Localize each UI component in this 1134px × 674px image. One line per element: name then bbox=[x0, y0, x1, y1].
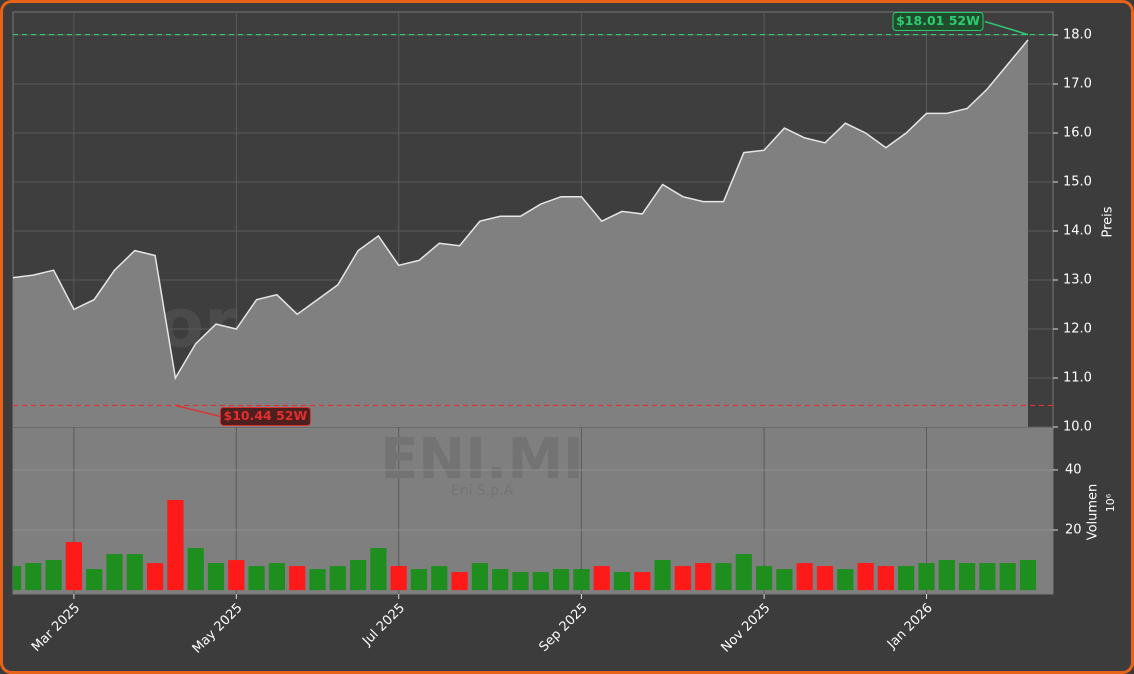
volume-bar bbox=[532, 572, 549, 591]
volume-bar bbox=[613, 572, 631, 591]
volume-bar bbox=[451, 572, 468, 591]
volume-bar bbox=[735, 554, 752, 591]
volume-bar bbox=[106, 554, 123, 591]
y-axis-unit: 10⁶ bbox=[1104, 493, 1117, 512]
volume-bar bbox=[593, 566, 610, 591]
y-tick-label: 14.0 bbox=[1063, 224, 1092, 239]
y-tick-label: 15.0 bbox=[1063, 175, 1092, 190]
annotation-arrow bbox=[175, 404, 221, 418]
company-watermark: Eni S.p.A bbox=[451, 483, 514, 499]
y-tick-label: 11.0 bbox=[1063, 371, 1092, 386]
volume-bar bbox=[471, 563, 489, 591]
y-tick-label: 10.0 bbox=[1063, 420, 1092, 435]
volume-bar bbox=[146, 563, 164, 591]
volume-bar bbox=[492, 569, 509, 591]
volume-bar bbox=[45, 560, 62, 591]
volume-bar bbox=[370, 548, 387, 591]
volume-bar bbox=[552, 569, 570, 591]
volume-bars bbox=[13, 499, 1037, 591]
y-axis-label: Preis bbox=[1101, 206, 1116, 237]
y-axis-label: Volumen bbox=[1086, 484, 1101, 541]
symbol-watermark: ENI.MI bbox=[380, 427, 584, 492]
annotation-label: $18.01 52W bbox=[896, 13, 980, 28]
price-area bbox=[13, 39, 1028, 428]
y-tick-label: 40 bbox=[1065, 462, 1082, 477]
volume-bar bbox=[776, 569, 793, 591]
volume-bar bbox=[431, 566, 448, 591]
y-tick-label: 20 bbox=[1065, 523, 1082, 538]
annotation-box bbox=[219, 406, 311, 426]
volume-bar bbox=[573, 569, 590, 591]
volume-bar bbox=[755, 566, 773, 591]
y-tick-label: 17.0 bbox=[1063, 77, 1092, 92]
volume-bar bbox=[248, 566, 265, 591]
volume-bar bbox=[13, 566, 22, 591]
annotation-box bbox=[892, 12, 984, 32]
volume-bar bbox=[289, 566, 306, 591]
volume-bar bbox=[999, 563, 1016, 591]
volume-bar bbox=[25, 563, 42, 591]
volume-bar bbox=[349, 560, 367, 591]
volume-bar bbox=[390, 566, 407, 591]
volume-bar bbox=[329, 566, 346, 591]
volume-bar bbox=[86, 569, 103, 591]
volume-bar bbox=[816, 566, 834, 591]
volume-bar bbox=[918, 563, 935, 591]
volume-bar bbox=[309, 569, 326, 591]
volume-bar bbox=[877, 566, 895, 591]
volume-bar bbox=[512, 572, 529, 591]
volume-bar bbox=[167, 499, 184, 591]
volume-bar bbox=[695, 563, 712, 591]
y-tick-label: 12.0 bbox=[1063, 322, 1092, 337]
volume-bar bbox=[958, 563, 976, 591]
volume-bar bbox=[187, 548, 204, 591]
volume-bar bbox=[857, 563, 874, 591]
volume-bar bbox=[654, 560, 671, 591]
volume-bar bbox=[126, 554, 143, 591]
y-tick-label: 13.0 bbox=[1063, 273, 1092, 288]
volume-bar bbox=[837, 569, 854, 591]
volume-bar bbox=[228, 560, 245, 591]
y-tick-label: 16.0 bbox=[1063, 126, 1092, 141]
volume-bar bbox=[410, 569, 428, 591]
volume-bar bbox=[674, 566, 692, 591]
price-line bbox=[12, 39, 1029, 381]
volume-bar bbox=[898, 566, 915, 591]
y-tick-label: 18.0 bbox=[1063, 28, 1092, 43]
volume-bar bbox=[1019, 560, 1037, 591]
volume-bar bbox=[979, 563, 996, 591]
volume-bar bbox=[207, 563, 225, 591]
annotation-arrow bbox=[984, 20, 1029, 36]
volume-bar bbox=[715, 563, 732, 591]
volume-bar bbox=[65, 542, 83, 591]
volume-bar bbox=[268, 563, 286, 591]
volume-bar bbox=[634, 572, 651, 591]
volume-bar bbox=[796, 563, 813, 591]
annotation-label: $10.44 52W bbox=[224, 408, 308, 423]
volume-bar bbox=[938, 560, 955, 591]
